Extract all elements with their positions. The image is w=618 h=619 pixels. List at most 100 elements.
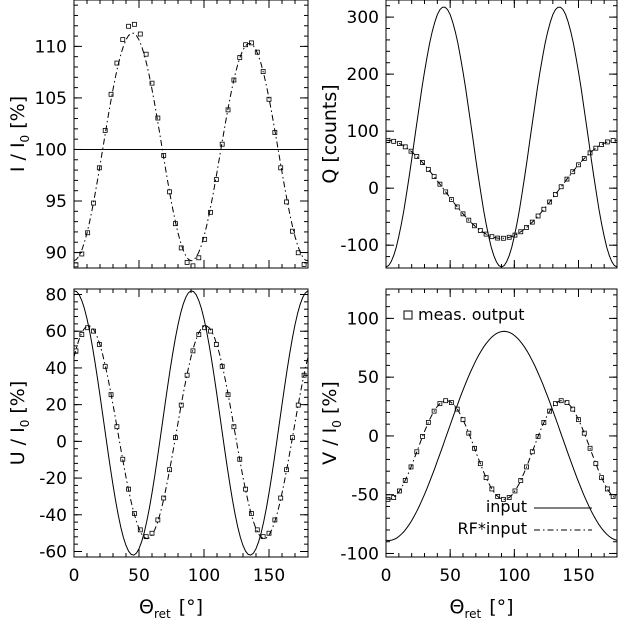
measured-point xyxy=(196,255,202,261)
measured-point xyxy=(512,232,518,238)
measured-point xyxy=(518,229,524,235)
measured-point xyxy=(184,260,190,265)
measured-point xyxy=(506,495,512,500)
measured-point xyxy=(501,496,506,502)
measured-point xyxy=(443,398,449,404)
measured-point xyxy=(231,77,237,83)
measured-point xyxy=(443,189,449,195)
y-tick-label: 40 xyxy=(45,359,67,379)
y-tick-label: 100 xyxy=(347,122,379,142)
measured-point xyxy=(184,372,190,378)
measured-point xyxy=(85,325,91,331)
measured-point xyxy=(301,372,307,378)
measured-point xyxy=(295,250,301,256)
measured-point xyxy=(249,511,254,516)
measured-point xyxy=(137,527,143,533)
y-tick-label: 60 xyxy=(45,322,67,342)
x-tick-label: 150 xyxy=(253,566,285,586)
measured-point xyxy=(208,328,213,334)
measured-point xyxy=(114,424,120,430)
series-group xyxy=(386,330,617,542)
measured-point xyxy=(524,225,529,230)
measured-point xyxy=(272,130,278,135)
measured-point xyxy=(225,392,231,398)
panel-bottom-left: -60 -40 -20 0 20 40 60 80 0 50 100 150 Θret [°] U / I0… xyxy=(7,286,309,619)
measured-point xyxy=(593,145,599,151)
y-axis-title: Q [counts] xyxy=(319,84,341,183)
measured-point xyxy=(190,348,196,354)
x-tick-label: 50 xyxy=(128,566,150,586)
y-tick-label: 0 xyxy=(56,432,67,452)
measured-point xyxy=(425,166,431,172)
measured-point xyxy=(196,332,202,337)
measured-point xyxy=(202,236,208,242)
measured-point xyxy=(172,221,178,227)
measured-point xyxy=(391,138,397,144)
y-tick-label: 105 xyxy=(35,89,67,109)
measured-point xyxy=(472,445,477,451)
measured-point xyxy=(190,263,196,268)
plot-frame xyxy=(385,0,618,269)
measured-point xyxy=(126,23,131,29)
measured-point xyxy=(472,223,477,229)
measured-point xyxy=(581,156,587,161)
measured-point xyxy=(219,141,225,147)
measured-point xyxy=(260,534,266,540)
measured-point xyxy=(553,401,558,407)
measured-point xyxy=(284,467,289,473)
measured-point xyxy=(391,495,397,500)
measured-point xyxy=(564,176,570,182)
measured-point xyxy=(237,456,243,462)
measured-point xyxy=(570,169,576,175)
measured-point xyxy=(541,206,547,212)
measured-point xyxy=(85,230,91,236)
x-tick-label: 100 xyxy=(188,566,220,586)
measured-point xyxy=(225,107,231,113)
series-group xyxy=(386,6,617,268)
measured-point xyxy=(266,530,272,536)
measured-point xyxy=(260,69,266,74)
measured-point xyxy=(483,231,489,237)
measured-point xyxy=(96,165,102,171)
y-tick-label: 100 xyxy=(35,140,67,160)
measured-point xyxy=(547,408,553,414)
panel-bottom-right: -100 -50 0 50 100 0 50 100 150 Θret [°] V / I0 [%] xyxy=(319,288,618,619)
measured-point xyxy=(243,42,249,48)
input-line xyxy=(386,330,617,542)
measured-point xyxy=(610,494,616,499)
x-tick-label: 0 xyxy=(381,566,392,586)
measured-point xyxy=(143,51,149,57)
legend-input-label: input xyxy=(486,497,527,516)
measured-point xyxy=(454,204,460,210)
measured-point xyxy=(161,153,167,158)
x-axis-title: Θret [°] xyxy=(449,596,513,619)
measured-point xyxy=(120,456,126,462)
measured-point xyxy=(149,80,155,86)
measured-point xyxy=(518,478,524,483)
measured-point xyxy=(408,464,414,470)
measured-point xyxy=(219,363,225,369)
y-axis-title: I / I0 [%] xyxy=(7,96,32,172)
measured-point xyxy=(437,181,443,187)
measured-point xyxy=(79,332,85,337)
measured-point xyxy=(512,488,518,494)
measured-point xyxy=(254,49,260,55)
measured-point xyxy=(610,138,616,143)
y-tick-label: -50 xyxy=(351,486,379,506)
legend-measured-label: meas. output xyxy=(418,305,525,324)
y-tick-label: -40 xyxy=(39,506,67,526)
measured-point xyxy=(599,475,604,481)
measured-point xyxy=(558,398,564,404)
measured-point xyxy=(254,527,260,533)
measured-point xyxy=(386,496,391,502)
measured-point xyxy=(143,534,149,540)
measured-point xyxy=(178,245,184,251)
measured-point xyxy=(431,174,437,180)
measured-point xyxy=(149,530,155,536)
series-group xyxy=(74,21,308,268)
measured-point xyxy=(576,417,581,423)
measured-point xyxy=(454,406,460,412)
y-tick-label: 200 xyxy=(347,65,379,85)
measured-point xyxy=(420,434,425,439)
